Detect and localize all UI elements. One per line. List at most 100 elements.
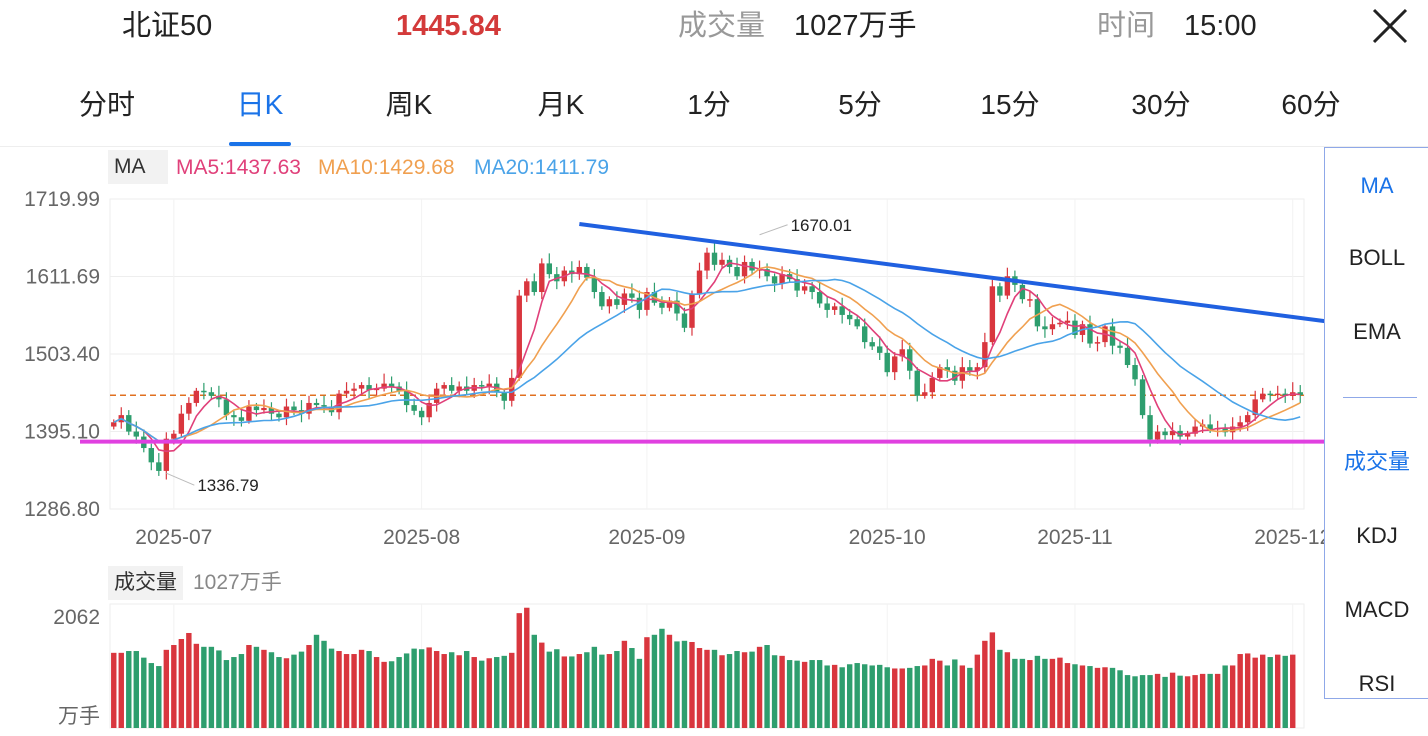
volume-bar <box>801 661 808 728</box>
y-tick-label: 1286.80 <box>24 498 100 521</box>
volume-bar <box>591 646 598 728</box>
tab-30min[interactable]: 30分 <box>1131 89 1191 120</box>
candle <box>816 292 823 304</box>
tab-1min[interactable]: 1分 <box>687 89 731 120</box>
volume-bar <box>584 652 590 728</box>
volume-bars <box>111 607 1296 728</box>
volume-bar <box>839 667 845 728</box>
volume-bar <box>111 652 117 728</box>
volume-bar <box>343 654 350 728</box>
tab-15min[interactable]: 15分 <box>980 89 1040 120</box>
candle <box>704 252 710 271</box>
candle <box>1297 392 1303 396</box>
volume-bar <box>358 649 365 728</box>
ma-lines <box>113 262 1301 453</box>
candle <box>779 274 785 284</box>
volume-bar <box>846 664 853 728</box>
trendlines <box>80 222 1428 444</box>
volume-bar <box>171 645 177 728</box>
indicator-kdj[interactable]: KDJ <box>1356 523 1398 548</box>
volume-value: 1027万手 <box>794 10 917 42</box>
volume-bar <box>291 654 297 728</box>
volume-bar <box>794 660 800 728</box>
header: 北证50 1445.84 成交量 1027万手 时间 15:00 <box>0 0 1428 56</box>
volume-bar <box>861 664 868 728</box>
candles <box>111 242 1303 480</box>
candle <box>148 448 155 463</box>
candle <box>1229 426 1236 433</box>
indicator-boll[interactable]: BOLL <box>1348 245 1406 270</box>
volume-bar <box>982 640 988 728</box>
tab-monthly[interactable]: 月K <box>537 89 585 120</box>
close-button[interactable] <box>1362 4 1418 48</box>
volume-bar <box>216 650 222 728</box>
indicator-volume[interactable]: 成交量 <box>1343 449 1410 474</box>
volume-unit-label: 万手 <box>58 705 100 728</box>
volume-bar <box>524 607 530 728</box>
indicator-divider <box>1343 397 1417 398</box>
candle <box>839 306 845 315</box>
volume-bar <box>614 651 620 728</box>
candle <box>193 390 200 403</box>
volume-bar <box>621 640 628 728</box>
volume-bar <box>306 645 312 728</box>
candle <box>411 405 417 411</box>
candle <box>1207 424 1213 430</box>
volume-bar <box>441 654 447 728</box>
volume-bar <box>569 656 575 728</box>
volume-bar <box>764 645 770 728</box>
volume-bar <box>599 654 605 728</box>
candle <box>824 303 830 310</box>
volume-bar <box>689 642 695 728</box>
y-tick-label: 1395.10 <box>24 420 100 443</box>
ma-tag[interactable]: MA <box>108 150 168 184</box>
tab-intraday[interactable]: 分时 <box>78 89 135 120</box>
candle <box>456 386 462 391</box>
candle <box>1004 276 1011 296</box>
volume-bar <box>719 655 725 728</box>
ma5-line <box>113 262 1301 453</box>
volume-bar <box>1087 666 1093 728</box>
volume-bar <box>546 651 553 728</box>
candle <box>381 383 387 389</box>
candle <box>989 286 996 343</box>
candle <box>1252 399 1258 416</box>
volume-bar <box>1094 667 1101 728</box>
volume-bar <box>148 663 155 728</box>
indicator-ema[interactable]: EMA <box>1353 319 1401 344</box>
candle <box>1275 393 1281 396</box>
indicator-ma[interactable]: MA <box>1360 173 1394 198</box>
candle <box>231 415 237 418</box>
candle <box>1244 415 1251 423</box>
tab-daily[interactable]: 日K <box>236 89 284 120</box>
volume-tag[interactable]: 成交量 <box>108 566 183 600</box>
candle <box>591 277 598 293</box>
indicator-rsi[interactable]: RSI <box>1358 671 1396 696</box>
candle <box>922 392 928 396</box>
volume-bar <box>231 657 237 728</box>
volume-bar <box>1034 655 1041 728</box>
volume-bar <box>629 648 635 728</box>
candle <box>644 292 650 310</box>
volume-bar <box>816 660 823 728</box>
indicator-macd[interactable]: MACD <box>1344 597 1410 622</box>
volume-bar <box>1027 660 1033 728</box>
volume-bar <box>366 651 372 728</box>
period-tabs: 分时 日K 周K 月K 1分 5分 15分 30分 60分 <box>0 76 1428 147</box>
x-axis: 2025-07 2025-08 2025-09 2025-10 2025-11 2025-… <box>135 526 1331 549</box>
index-price: 1445.84 <box>396 10 501 42</box>
volume-bar <box>974 654 981 728</box>
tab-60min[interactable]: 60分 <box>1281 89 1341 120</box>
tab-5min[interactable]: 5分 <box>838 89 882 120</box>
volume-bar <box>313 634 320 728</box>
candle <box>426 402 432 418</box>
candle <box>216 395 222 400</box>
volume-bar <box>907 667 913 728</box>
candle <box>884 352 890 373</box>
volume-bar <box>133 651 139 728</box>
candle <box>831 306 838 310</box>
candle <box>1019 284 1026 300</box>
volume-bar <box>178 638 185 728</box>
tab-weekly[interactable]: 周K <box>385 89 433 120</box>
volume-bar <box>666 634 673 728</box>
